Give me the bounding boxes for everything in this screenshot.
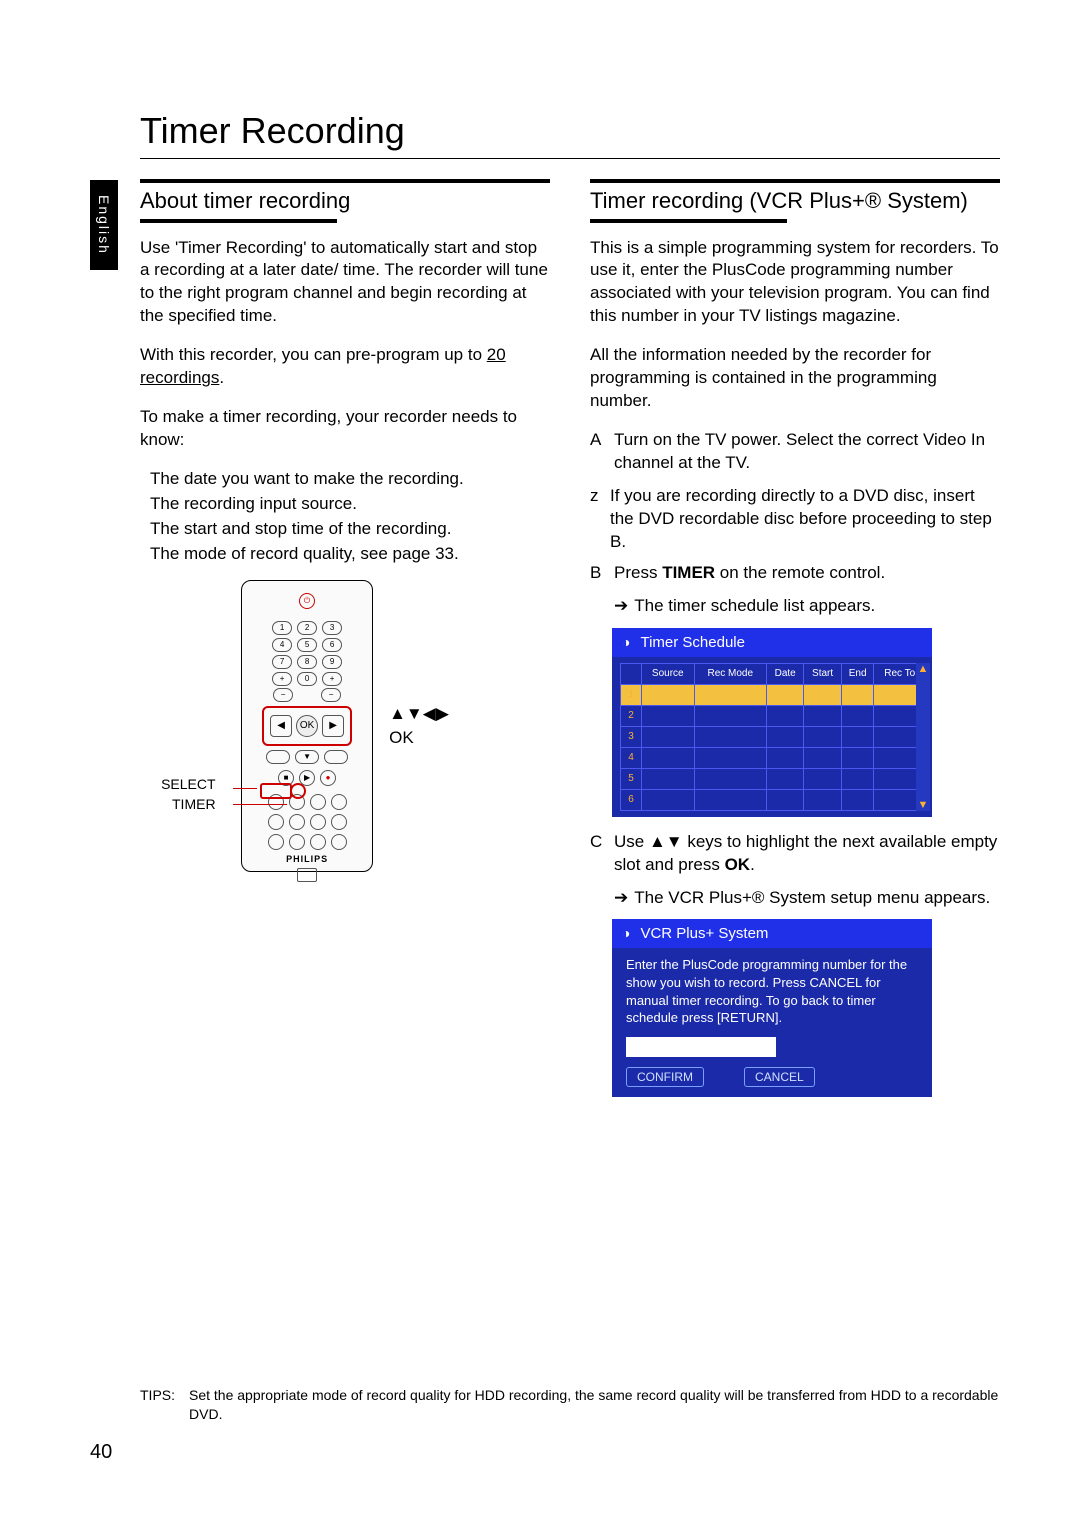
step-b-result: ➔ The timer schedule list appears. xyxy=(614,595,1000,618)
page-title: Timer Recording xyxy=(140,110,1000,159)
col-date: Date xyxy=(766,663,803,684)
pluscode-input[interactable] xyxy=(626,1037,776,1057)
rule xyxy=(590,219,787,223)
vcrplus-p1: This is a simple programming system for … xyxy=(590,237,1000,329)
timer-highlight xyxy=(290,783,306,799)
timer-schedule-title: Timer Schedule xyxy=(612,628,932,657)
table-row[interactable]: 2 xyxy=(621,705,926,726)
col-recmode: Rec Mode xyxy=(694,663,766,684)
table-row[interactable]: 5 xyxy=(621,768,926,789)
step-b-result-text: The timer schedule list appears. xyxy=(634,595,875,618)
step-a: A Turn on the TV power. Select the corre… xyxy=(590,429,1000,475)
scroll-up-icon[interactable]: ▲ xyxy=(918,663,929,675)
text: Press xyxy=(614,563,662,582)
about-p1: Use 'Timer Recording' to automatically s… xyxy=(140,237,550,329)
rule xyxy=(140,219,337,223)
remote-brand: PHILIPS xyxy=(242,854,372,864)
list-item: The recording input source. xyxy=(150,493,550,516)
title-text: VCR Plus+ System xyxy=(640,925,768,942)
table-row[interactable]: 4 xyxy=(621,747,926,768)
page: English Timer Recording About timer reco… xyxy=(0,0,1080,1524)
pointer-line xyxy=(233,804,287,805)
step-b: B Press TIMER on the remote control. xyxy=(590,562,1000,585)
step-a-note: z If you are recording directly to a DVD… xyxy=(590,485,1000,554)
rule xyxy=(590,179,1000,183)
step-c-result: ➔ The VCR Plus+® System setup menu appea… xyxy=(614,887,1000,910)
text: Use ▲▼ keys to highlight the next availa… xyxy=(614,832,997,874)
tips-text: Set the appropriate mode of record quali… xyxy=(189,1386,1000,1424)
table-row[interactable]: 6 xyxy=(621,789,926,810)
power-icon: ⏻ xyxy=(299,593,315,609)
remote-left-labels: SELECT TIMER xyxy=(161,775,215,815)
text: . xyxy=(219,368,224,387)
content-columns: About timer recording Use 'Timer Recordi… xyxy=(140,179,1000,1097)
tips-footer: TIPS: Set the appropriate mode of record… xyxy=(140,1386,1000,1424)
text: . xyxy=(750,855,755,874)
timer-schedule-ui: Timer Schedule Source Rec Mode Date Star… xyxy=(612,628,932,817)
select-label: SELECT xyxy=(161,775,215,793)
list-item: The date you want to make the recording. xyxy=(150,468,550,491)
ok-key: OK xyxy=(725,855,751,874)
ok-button-icon: OK xyxy=(296,715,318,737)
left-icon: ◀ xyxy=(270,715,292,737)
title-text: Timer Schedule xyxy=(640,634,745,651)
arrows-label: ▲▼◀▶ xyxy=(389,702,449,726)
rule xyxy=(140,179,550,183)
table-header: Source Rec Mode Date Start End Rec To xyxy=(621,663,926,684)
dpad-highlight: ◀ OK ▶ xyxy=(262,706,352,746)
col-end: End xyxy=(841,663,874,684)
right-icon: ▶ xyxy=(322,715,344,737)
vcrplus-body-text: Enter the PlusCode programming number fo… xyxy=(626,956,922,1026)
ok-label: OK xyxy=(389,726,449,750)
schedule-table: Source Rec Mode Date Start End Rec To 1 … xyxy=(620,663,926,811)
vcrplus-ui: VCR Plus+ System Enter the PlusCode prog… xyxy=(612,919,932,1096)
pointer-line xyxy=(233,788,257,789)
table-row[interactable]: 3 xyxy=(621,726,926,747)
text: With this recorder, you can pre-program … xyxy=(140,345,487,364)
scrollbar[interactable]: ▲ ▼ xyxy=(916,663,930,811)
vcrplus-title: VCR Plus+ System xyxy=(612,919,932,948)
timer-key: TIMER xyxy=(662,563,715,582)
select-highlight xyxy=(260,783,292,799)
text: on the remote control. xyxy=(715,563,885,582)
vcrplus-p2: All the information needed by the record… xyxy=(590,344,1000,413)
scroll-down-icon[interactable]: ▼ xyxy=(918,799,929,811)
list-item: The start and stop time of the recording… xyxy=(150,518,550,541)
arrow-icon: ➔ xyxy=(614,595,628,618)
col-source: Source xyxy=(642,663,695,684)
clock-icon xyxy=(622,925,634,942)
page-number: 40 xyxy=(90,1441,112,1464)
clock-icon xyxy=(622,634,634,651)
about-p2: With this recorder, you can pre-program … xyxy=(140,344,550,390)
arrow-icon: ➔ xyxy=(614,887,628,910)
right-column: Timer recording (VCR Plus+® System) This… xyxy=(590,179,1000,1097)
about-p3: To make a timer recording, your recorder… xyxy=(140,406,550,452)
timer-label: TIMER xyxy=(161,795,215,813)
list-item: The mode of record quality, see page 33. xyxy=(150,543,550,566)
remote-diagram: ⏻ 123 456 789 +0+ −− ◀ OK ▶ ▼ ■▶● xyxy=(140,580,550,872)
vcrplus-heading: Timer recording (VCR Plus+® System) xyxy=(590,187,1000,215)
cancel-button[interactable]: CANCEL xyxy=(744,1067,815,1087)
step-c: C Use ▲▼ keys to highlight the next avai… xyxy=(590,831,1000,877)
col-start: Start xyxy=(804,663,841,684)
left-column: About timer recording Use 'Timer Recordi… xyxy=(140,179,550,1097)
remote-body: ⏻ 123 456 789 +0+ −− ◀ OK ▶ ▼ ■▶● xyxy=(241,580,373,872)
requirements-list: The date you want to make the recording.… xyxy=(150,468,550,566)
about-heading: About timer recording xyxy=(140,187,550,215)
confirm-button[interactable]: CONFIRM xyxy=(626,1067,704,1087)
language-tab: English xyxy=(90,180,118,270)
bullet: z xyxy=(590,485,604,554)
tips-label: TIPS: xyxy=(140,1386,175,1424)
step-a-text: Turn on the TV power. Select the correct… xyxy=(614,429,1000,475)
table-row[interactable]: 1 xyxy=(621,684,926,705)
remote-right-labels: ▲▼◀▶ OK xyxy=(389,702,449,750)
step-c-result-text: The VCR Plus+® System setup menu appears… xyxy=(634,887,990,910)
step-a-note-text: If you are recording directly to a DVD d… xyxy=(610,485,1000,554)
